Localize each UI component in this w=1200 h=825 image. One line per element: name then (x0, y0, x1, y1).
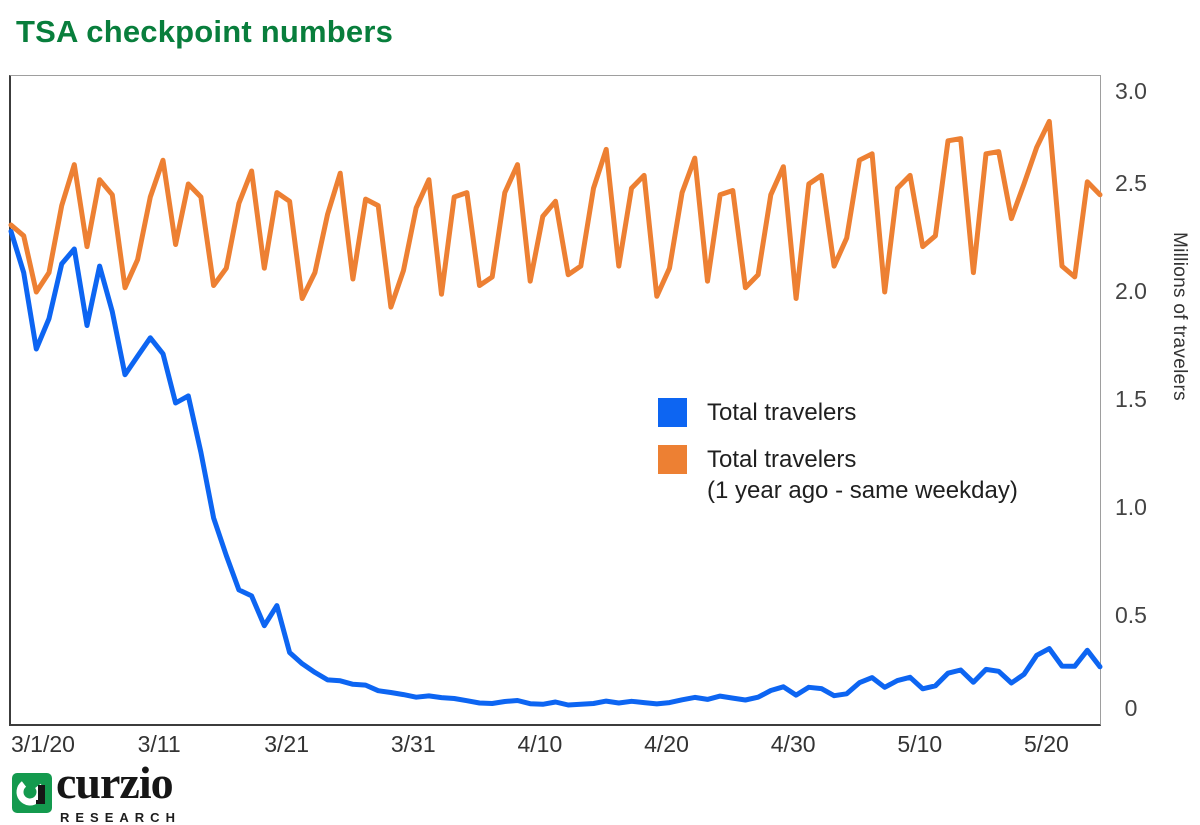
legend-label: Total travelers (707, 399, 857, 426)
x-tick-label: 3/21 (264, 731, 310, 757)
legend-swatch-blue (658, 398, 687, 427)
chart-title: TSA checkpoint numbers (16, 14, 394, 49)
legend-label-line2: (1 year ago - same weekday) (707, 477, 1018, 504)
brand-subtitle: RESEARCH (60, 810, 181, 825)
series-line-total-travelers-1yr-ago (8, 118, 1103, 310)
brand-name: curzio (56, 757, 174, 808)
y-tick-label: 0 (1124, 695, 1138, 721)
y-tick-label: 1.5 (1115, 386, 1147, 412)
x-tick-label: 4/20 (644, 731, 689, 757)
legend-label-line1: Total travelers (707, 446, 857, 473)
x-tick-label: 5/20 (1024, 731, 1069, 757)
y-tick-label: 2.5 (1115, 170, 1147, 196)
curzio-logo-icon (12, 773, 52, 813)
legend-label: Total travelers (1 year ago - same weekd… (707, 444, 1018, 506)
legend-swatch-orange (658, 445, 687, 474)
series-line-total-travelers (8, 228, 1103, 708)
x-tick-label: 4/30 (770, 731, 816, 757)
x-tick-label: 3/11 (137, 731, 181, 757)
y-tick-label: 1.0 (1115, 494, 1147, 520)
y-tick-label: 2.0 (1115, 278, 1147, 304)
y-tick-label: 3.0 (1115, 78, 1147, 104)
chart-lines (8, 118, 1103, 708)
x-tick-label: 4/10 (517, 731, 563, 757)
x-tick-label: 3/31 (390, 731, 436, 757)
y-tick-label: 0.5 (1115, 602, 1147, 628)
plot-area (8, 75, 1103, 726)
x-tick-label: 5/10 (897, 731, 943, 757)
y-axis-title: Millions of travelers (1169, 232, 1190, 401)
x-tick-label: 3/1/20 (11, 731, 75, 757)
